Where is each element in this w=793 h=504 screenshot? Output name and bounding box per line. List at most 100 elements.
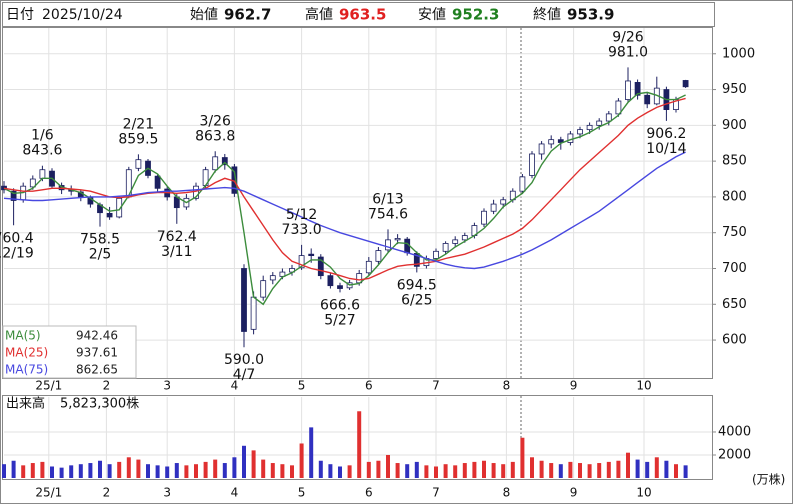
x-tick-label: 5 xyxy=(298,486,306,500)
y-tick-label: 650 xyxy=(722,297,747,312)
volume-bar xyxy=(338,466,342,478)
x-tick-label: 25/1 xyxy=(35,486,62,500)
volume-bar xyxy=(405,464,410,478)
volume-panel xyxy=(2,395,713,480)
x-tick-label: 3 xyxy=(163,486,171,500)
x-tick-label: 9 xyxy=(570,379,578,393)
candle-body xyxy=(135,159,142,169)
volume-bar xyxy=(482,460,486,478)
volume-bar xyxy=(443,464,448,478)
x-tick-label: 7 xyxy=(432,486,440,500)
annotation-value: 754.6 xyxy=(368,206,408,222)
candle-body xyxy=(538,143,545,155)
ma-line xyxy=(3,97,686,281)
volume-bar xyxy=(59,467,64,478)
annotation-value: 859.5 xyxy=(118,131,158,147)
close-value: 953.9 xyxy=(567,6,614,24)
volume-bar xyxy=(558,464,563,478)
volume-bar xyxy=(606,461,611,478)
annotation-value: 590.0 xyxy=(224,352,264,368)
legend-value: 862.65 xyxy=(76,363,118,377)
volume-bar xyxy=(251,450,256,478)
ma-legend-box xyxy=(2,325,137,379)
volume-bar xyxy=(21,465,26,478)
candle-body xyxy=(452,239,459,244)
candle-body xyxy=(365,260,372,274)
x-tick-label: 6 xyxy=(365,486,373,500)
ma-line xyxy=(3,151,686,270)
legend-name: MA(5) xyxy=(5,329,41,343)
volume-bar xyxy=(395,463,400,478)
volume-bar xyxy=(136,459,141,478)
volume-bar xyxy=(578,463,582,478)
volume-bar xyxy=(539,460,544,478)
volume-bar xyxy=(261,459,266,478)
x-tick-label: 4 xyxy=(231,486,239,500)
volume-bar xyxy=(309,427,314,478)
annotation-date: 3/26 xyxy=(199,113,231,129)
ma-line xyxy=(3,91,686,306)
volume-bar xyxy=(270,463,275,478)
candle-body xyxy=(548,139,555,145)
candle-body xyxy=(461,235,468,241)
x-tick-label: 10 xyxy=(636,379,651,393)
candle-body xyxy=(634,81,641,96)
candle-body xyxy=(615,100,622,115)
annotation-value: 733.0 xyxy=(282,222,322,238)
candle-body xyxy=(442,243,449,252)
x-tick-label: 10 xyxy=(636,486,651,500)
volume-bar xyxy=(203,461,208,478)
x-tick-label: 9 xyxy=(570,486,578,500)
candle-body xyxy=(106,212,113,218)
annotation-date: 10/14 xyxy=(646,141,686,157)
legend-name: MA(25) xyxy=(5,346,48,360)
volume-bar xyxy=(674,464,678,478)
volume-bar xyxy=(184,465,189,478)
volume-bar xyxy=(78,464,83,478)
candle-body xyxy=(29,178,36,188)
volume-bar xyxy=(510,461,515,478)
volume-bar xyxy=(520,437,525,478)
candle-body xyxy=(337,285,343,289)
volume-bar xyxy=(347,465,352,478)
volume-bar xyxy=(472,461,477,478)
annotation-value: 666.6 xyxy=(320,297,360,313)
annotation-value: 863.8 xyxy=(195,128,235,144)
annotation-value: 906.2 xyxy=(646,126,686,142)
candle-body xyxy=(39,169,46,179)
volume-bar xyxy=(40,461,45,478)
date: 2025/10/24 xyxy=(42,7,123,23)
candle-body xyxy=(433,250,439,259)
volume-bar xyxy=(549,463,554,478)
volume-bar xyxy=(635,459,640,478)
volume-bar xyxy=(530,457,534,478)
candle-body xyxy=(577,129,583,135)
volume-bar xyxy=(654,457,659,478)
annotation-date: 4/7 xyxy=(233,367,256,383)
x-tick-label: 6 xyxy=(365,379,373,393)
volume-bar xyxy=(501,464,506,478)
volume-bar xyxy=(107,464,112,478)
x-tick-label: 2 xyxy=(103,486,111,500)
y-tick-label: 750 xyxy=(722,225,747,240)
volume-bar xyxy=(117,461,122,478)
volume-bar xyxy=(11,460,16,478)
annotation-value: 843.6 xyxy=(22,143,62,159)
candle-body xyxy=(241,268,247,332)
candle-body xyxy=(644,94,651,105)
x-tick-label: 2 xyxy=(103,379,111,393)
volume-bar xyxy=(568,461,573,478)
candle-body xyxy=(317,256,324,277)
volume-bar xyxy=(357,411,362,478)
candle-body xyxy=(1,185,7,191)
volume-bar xyxy=(232,457,237,478)
annotation-date: 3/11 xyxy=(161,244,192,260)
candle-body xyxy=(308,253,315,257)
volume-bar xyxy=(88,463,93,478)
volume-bar xyxy=(146,464,150,478)
candle-body xyxy=(394,238,401,241)
annotation-value: 762.4 xyxy=(157,229,197,245)
annotation-date: 2/5 xyxy=(89,247,112,263)
x-tick-label: 7 xyxy=(432,379,440,393)
volume-bar xyxy=(462,463,467,478)
